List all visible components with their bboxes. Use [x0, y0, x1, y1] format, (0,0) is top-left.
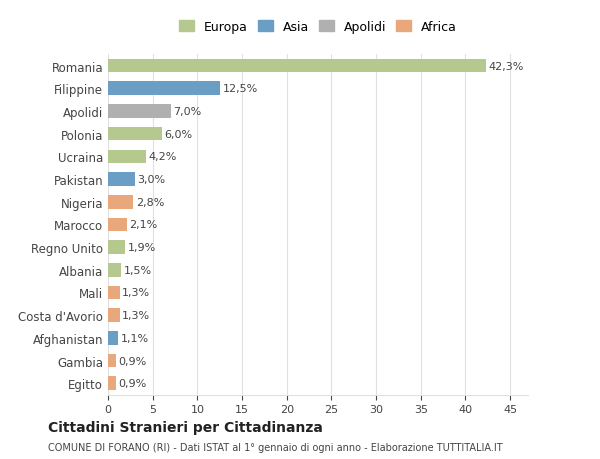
- Bar: [108, 60, 486, 73]
- Text: 42,3%: 42,3%: [488, 62, 524, 72]
- Text: 1,9%: 1,9%: [128, 242, 156, 252]
- Bar: [108, 196, 133, 209]
- Bar: [108, 354, 116, 368]
- Text: 4,2%: 4,2%: [148, 152, 176, 162]
- Bar: [108, 309, 119, 322]
- Bar: [108, 263, 121, 277]
- Text: 1,5%: 1,5%: [124, 265, 152, 275]
- Bar: [108, 82, 220, 96]
- Text: 1,1%: 1,1%: [121, 333, 149, 343]
- Text: 7,0%: 7,0%: [173, 106, 202, 117]
- Text: 0,9%: 0,9%: [119, 378, 147, 388]
- Text: 2,1%: 2,1%: [130, 220, 158, 230]
- Text: 1,3%: 1,3%: [122, 288, 151, 298]
- Legend: Europa, Asia, Apolidi, Africa: Europa, Asia, Apolidi, Africa: [175, 17, 461, 38]
- Text: 2,8%: 2,8%: [136, 197, 164, 207]
- Bar: [108, 286, 119, 300]
- Bar: [108, 241, 125, 254]
- Text: 1,3%: 1,3%: [122, 310, 151, 320]
- Bar: [108, 105, 170, 118]
- Bar: [108, 331, 118, 345]
- Text: 3,0%: 3,0%: [137, 174, 166, 185]
- Bar: [108, 150, 146, 164]
- Bar: [108, 377, 116, 390]
- Text: Cittadini Stranieri per Cittadinanza: Cittadini Stranieri per Cittadinanza: [48, 420, 323, 435]
- Text: 0,9%: 0,9%: [119, 356, 147, 366]
- Bar: [108, 173, 135, 186]
- Bar: [108, 218, 127, 232]
- Text: 6,0%: 6,0%: [164, 129, 193, 140]
- Text: 12,5%: 12,5%: [223, 84, 257, 94]
- Text: COMUNE DI FORANO (RI) - Dati ISTAT al 1° gennaio di ogni anno - Elaborazione TUT: COMUNE DI FORANO (RI) - Dati ISTAT al 1°…: [48, 442, 503, 452]
- Bar: [108, 128, 161, 141]
